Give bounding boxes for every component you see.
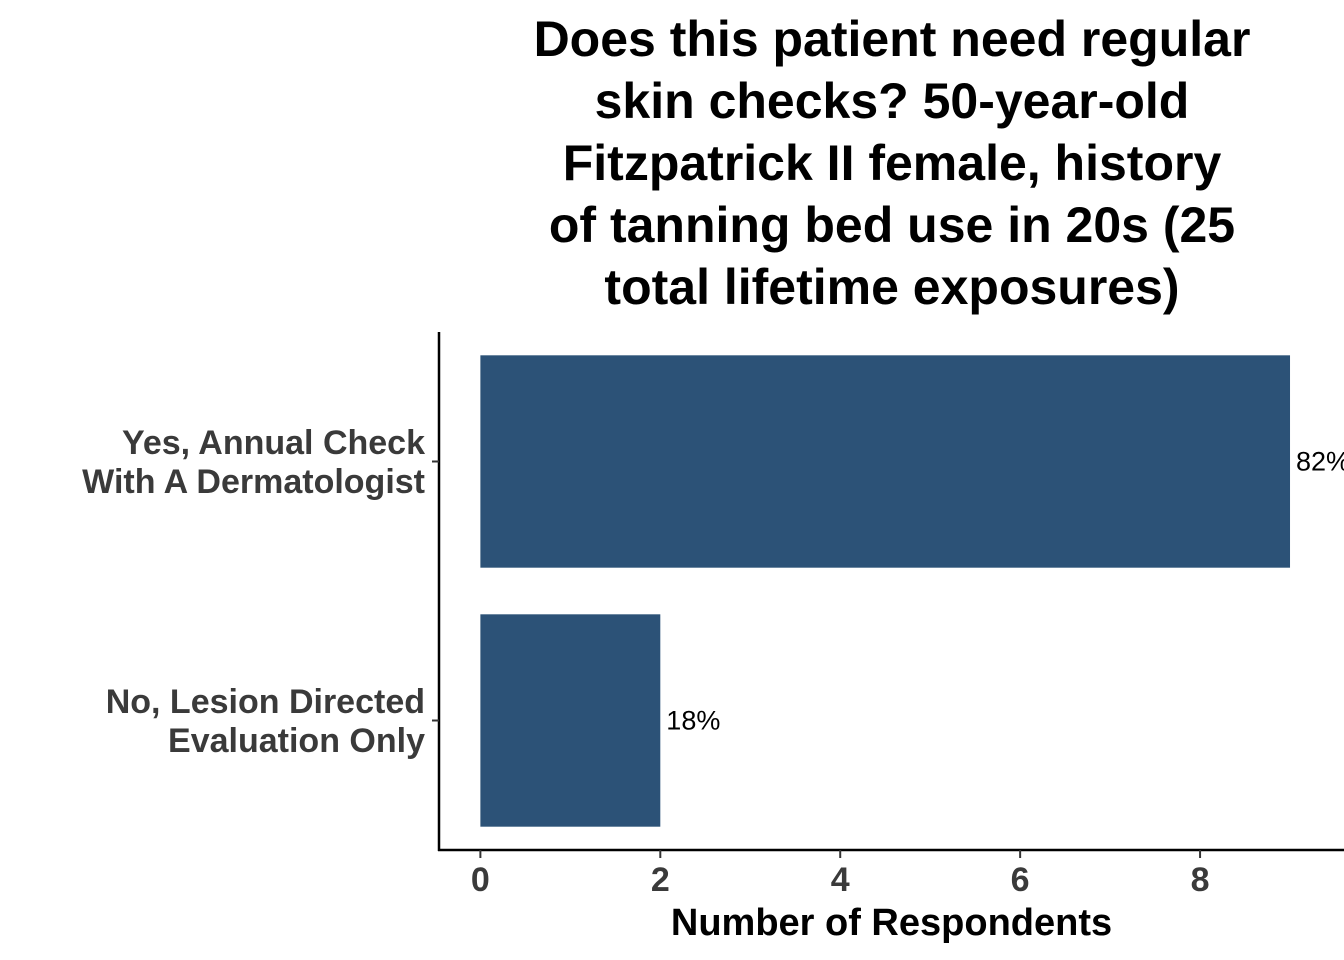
- bar: [480, 614, 661, 827]
- y-tick-label: With A Dermatologist: [82, 463, 425, 501]
- bar: [480, 355, 1291, 568]
- chart-title-line: total lifetime exposures): [604, 259, 1180, 315]
- x-tick-label: 4: [831, 861, 850, 899]
- chart-title-line: Does this patient need regular: [533, 11, 1251, 67]
- chart-title-line: of tanning bed use in 20s (25: [548, 197, 1236, 253]
- chart-title-line: skin checks? 50-year-old: [594, 73, 1190, 129]
- chart-title: Does this patient need regular skin chec…: [440, 8, 1344, 318]
- x-tick-label: 6: [1011, 861, 1030, 899]
- y-tick-label: Evaluation Only: [168, 722, 425, 760]
- x-tick-label: 2: [651, 861, 670, 899]
- chart-title-line: Fitzpatrick II female, history: [562, 135, 1222, 191]
- data-label: 18%: [666, 706, 720, 736]
- x-tick-label: 0: [471, 861, 490, 899]
- x-tick-label: 8: [1191, 861, 1210, 899]
- y-tick-label: No, Lesion Directed: [106, 683, 425, 721]
- y-tick-label: Yes, Annual Check: [122, 424, 425, 462]
- data-label: 82%: [1296, 447, 1344, 477]
- x-axis-title: Number of Respondents: [671, 902, 1112, 944]
